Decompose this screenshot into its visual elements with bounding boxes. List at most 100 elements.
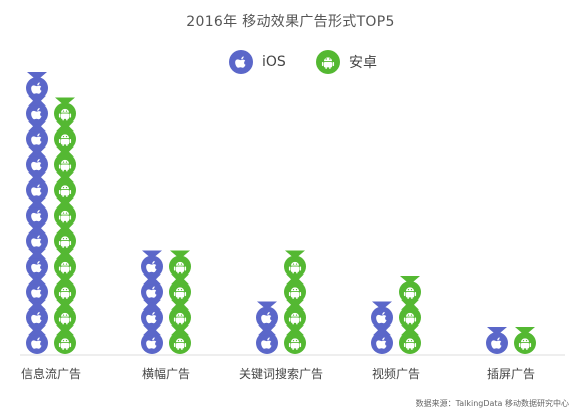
stack-connector — [56, 223, 74, 234]
legend-label-ios: iOS — [262, 54, 286, 70]
apple-icon — [26, 179, 48, 201]
stack-connector — [56, 172, 74, 183]
source-note: 数据来源：TalkingData 移动数据研究中心 — [415, 399, 569, 408]
apple-icon — [371, 306, 393, 329]
bar-ios-4 — [486, 327, 508, 354]
apple-icon — [26, 128, 48, 150]
stack-connector — [28, 325, 46, 336]
chart-title: 2016年 移动效果广告形式TOP5 — [186, 14, 395, 30]
stack-connector — [56, 248, 74, 259]
stack-connector — [56, 299, 74, 310]
android-icon — [54, 179, 76, 201]
stack-connector — [286, 325, 304, 336]
stack-connector — [28, 274, 46, 285]
stack-connector — [401, 325, 419, 336]
category-label: 关键词搜索广告 — [239, 366, 323, 381]
bar-ios-3 — [371, 301, 393, 354]
android-icon — [54, 255, 76, 278]
stack-connector — [143, 325, 161, 336]
bar-ios-1 — [141, 250, 163, 354]
android-icon — [169, 306, 191, 329]
stack-cap — [515, 327, 535, 333]
android-icon — [399, 332, 421, 354]
android-icon — [54, 306, 76, 329]
apple-icon — [141, 332, 163, 354]
stack-connector — [28, 248, 46, 259]
stack-cap — [400, 276, 420, 282]
apple-icon — [486, 332, 508, 354]
bar-ios-2 — [256, 301, 278, 354]
stack-connector — [171, 274, 189, 285]
stack-connector — [56, 325, 74, 336]
android-icon — [514, 332, 536, 354]
stack-connector — [28, 95, 46, 106]
stack-cap — [285, 250, 305, 257]
android-icon — [399, 281, 421, 303]
android-icon — [54, 204, 76, 227]
stack-connector — [171, 325, 189, 336]
stack-cap — [55, 97, 75, 104]
stack-connector — [56, 146, 74, 157]
android-icon — [54, 230, 76, 252]
android-icon — [284, 255, 306, 278]
apple-icon — [256, 306, 278, 329]
series-ios — [26, 72, 508, 354]
stack-connector — [56, 274, 74, 285]
stack-connector — [28, 197, 46, 208]
android-icon — [54, 128, 76, 150]
stack-connector — [28, 223, 46, 234]
category-label: 插屏广告 — [487, 367, 535, 381]
stack-connector — [258, 325, 276, 336]
android-icon — [169, 281, 191, 303]
stack-connector — [286, 274, 304, 285]
apple-icon — [371, 332, 393, 354]
apple-icon — [26, 153, 48, 176]
android-icon — [169, 255, 191, 278]
android-icon — [284, 281, 306, 303]
android-icon — [316, 50, 340, 74]
apple-icon — [141, 306, 163, 329]
stack-connector — [373, 325, 391, 336]
apple-icon — [26, 332, 48, 354]
apple-icon — [26, 204, 48, 227]
apple-icon — [26, 255, 48, 278]
stack-connector — [143, 274, 161, 285]
category-label: 信息流广告 — [21, 366, 81, 381]
legend-item-android: 安卓 — [316, 50, 377, 74]
apple-icon — [26, 281, 48, 303]
android-icon — [54, 153, 76, 176]
stack-connector — [28, 121, 46, 132]
bar-android-0 — [54, 97, 76, 354]
apple-icon — [26, 77, 48, 99]
stack-connector — [286, 299, 304, 310]
bar-android-3 — [399, 276, 421, 354]
android-icon — [54, 281, 76, 303]
stack-cap — [372, 301, 392, 308]
apple-icon — [141, 281, 163, 303]
bar-android-2 — [284, 250, 306, 354]
apple-icon — [26, 306, 48, 329]
stack-connector — [56, 121, 74, 132]
apple-icon — [256, 332, 278, 354]
legend-label-android: 安卓 — [349, 55, 377, 71]
stack-connector — [401, 299, 419, 310]
stack-connector — [143, 299, 161, 310]
apple-icon — [141, 255, 163, 278]
legend-item-ios: iOS — [229, 50, 286, 74]
stack-connector — [171, 299, 189, 310]
stack-cap — [170, 250, 190, 257]
series-android — [54, 97, 536, 354]
apple-icon — [26, 102, 48, 125]
stack-cap — [27, 72, 47, 78]
android-icon — [54, 332, 76, 354]
android-icon — [169, 332, 191, 354]
category-label: 横幅广告 — [142, 366, 190, 381]
stack-connector — [28, 146, 46, 157]
android-icon — [399, 306, 421, 329]
android-icon — [284, 306, 306, 329]
stack-cap — [142, 250, 162, 257]
stack-connector — [56, 197, 74, 208]
android-icon — [284, 332, 306, 354]
